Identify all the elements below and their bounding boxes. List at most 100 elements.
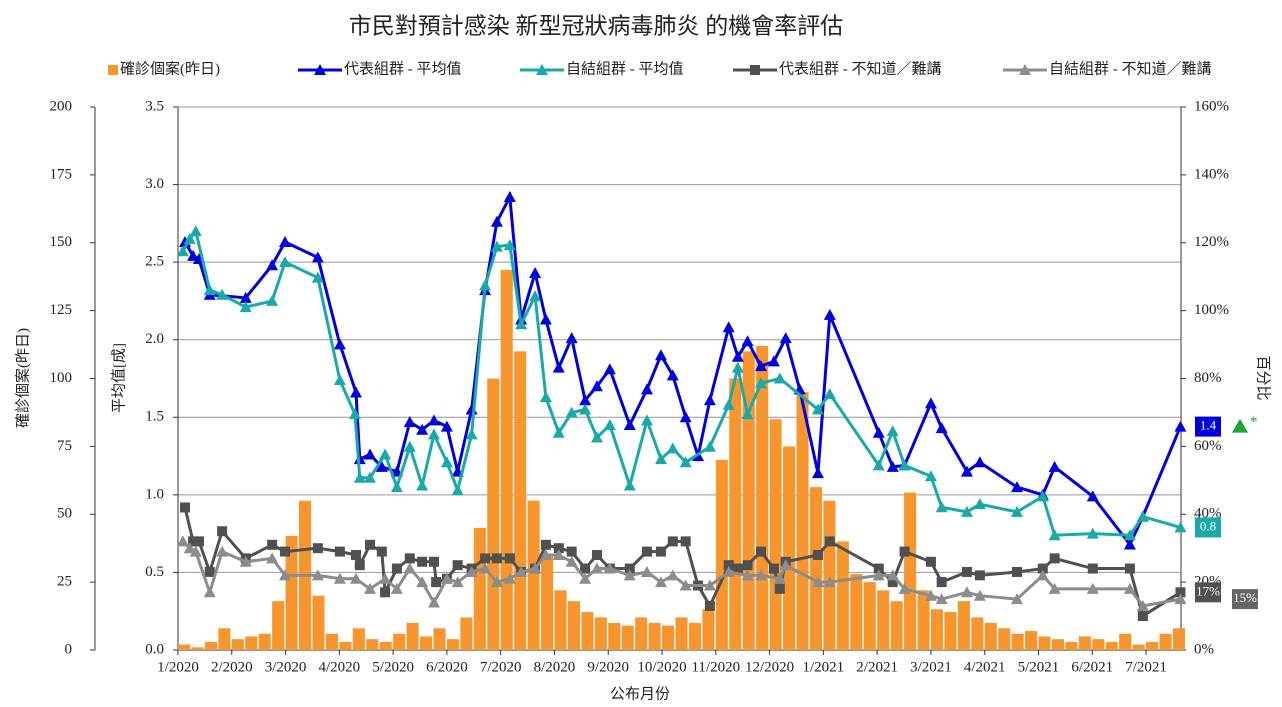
point: [590, 431, 603, 443]
bar: [527, 500, 540, 650]
point: [239, 301, 252, 313]
bar: [729, 378, 742, 650]
bar: [218, 628, 231, 650]
point: [1086, 490, 1099, 502]
point: [779, 332, 792, 344]
point: [312, 543, 323, 554]
bar: [446, 639, 460, 650]
x-tick-label: 3/2020: [265, 659, 307, 675]
annotation-box: [1195, 416, 1221, 437]
legend-marker: [750, 65, 760, 75]
y2-axis-title: 平均值[成]: [110, 343, 127, 413]
bar: [998, 628, 1011, 650]
point: [465, 428, 478, 440]
legend-marker: [536, 64, 548, 75]
point: [480, 553, 491, 564]
legend-label: 代表組群 - 不知道／難講: [779, 60, 942, 77]
point: [731, 361, 744, 373]
bar: [1025, 630, 1038, 650]
point: [403, 440, 416, 452]
point: [590, 562, 603, 574]
point: [334, 546, 345, 557]
bar: [971, 617, 984, 650]
bar: [460, 617, 473, 650]
point: [742, 560, 753, 571]
bar: [272, 601, 285, 650]
legend-label: 代表組群 - 平均值: [344, 60, 462, 77]
legend-item: 代表組群 - 不知道／難講: [733, 60, 942, 77]
point: [1136, 599, 1149, 611]
point: [1136, 510, 1149, 522]
point: [266, 552, 279, 564]
x-tick-label: 4/2020: [319, 659, 361, 675]
x-tick-label: 1/2021: [803, 659, 845, 675]
y2-tick-label: 0.5: [145, 564, 164, 580]
bar: [258, 633, 271, 650]
bar: [850, 573, 863, 650]
point: [898, 582, 911, 594]
point: [490, 240, 503, 252]
bar: [702, 609, 715, 650]
point: [539, 391, 552, 403]
point: [1086, 582, 1099, 594]
y2-tick-label: 3.5: [145, 98, 164, 114]
bar: [1105, 641, 1118, 650]
point: [416, 479, 429, 491]
bar: [877, 590, 890, 650]
point: [899, 546, 910, 557]
point: [974, 570, 985, 581]
line-series: [178, 190, 1187, 550]
bar: [1078, 636, 1091, 650]
bar: [178, 644, 191, 650]
line-series: [176, 225, 1187, 541]
point: [403, 415, 416, 427]
bar: [890, 601, 903, 650]
point: [416, 423, 429, 435]
point: [654, 576, 667, 588]
bar: [312, 595, 325, 650]
point: [451, 576, 464, 588]
point: [580, 563, 591, 574]
point: [552, 361, 565, 373]
bar: [594, 617, 607, 650]
point: [1123, 582, 1136, 594]
bar: [406, 622, 419, 650]
point: [529, 290, 542, 302]
line-series: [179, 502, 1186, 622]
point: [189, 225, 202, 237]
point: [960, 505, 973, 517]
line: [181, 540, 1181, 608]
point: [624, 563, 635, 574]
annotation: 1.4: [1200, 418, 1217, 433]
point: [203, 284, 216, 296]
bar: [688, 622, 702, 650]
bar: [366, 639, 379, 650]
point: [217, 526, 228, 537]
bar: [648, 622, 661, 650]
point: [504, 553, 515, 564]
point: [886, 569, 899, 581]
point: [176, 535, 189, 547]
bar: [930, 609, 944, 650]
bar: [420, 636, 433, 650]
point: [440, 456, 453, 468]
point: [935, 501, 948, 513]
point: [427, 428, 440, 440]
point: [266, 259, 279, 271]
point: [666, 569, 679, 581]
point: [823, 576, 836, 588]
y-tick-label: 100: [50, 370, 73, 386]
bar: [621, 625, 634, 650]
point: [189, 545, 202, 557]
x-tick-label: 8/2020: [534, 659, 576, 675]
bar: [904, 492, 917, 650]
line: [181, 227, 1181, 537]
point: [515, 318, 528, 330]
annotation: *: [1250, 414, 1258, 430]
point: [565, 555, 578, 567]
point: [552, 548, 565, 560]
bar: [635, 617, 648, 650]
point: [333, 374, 346, 386]
point: [731, 350, 744, 362]
point: [565, 332, 578, 344]
